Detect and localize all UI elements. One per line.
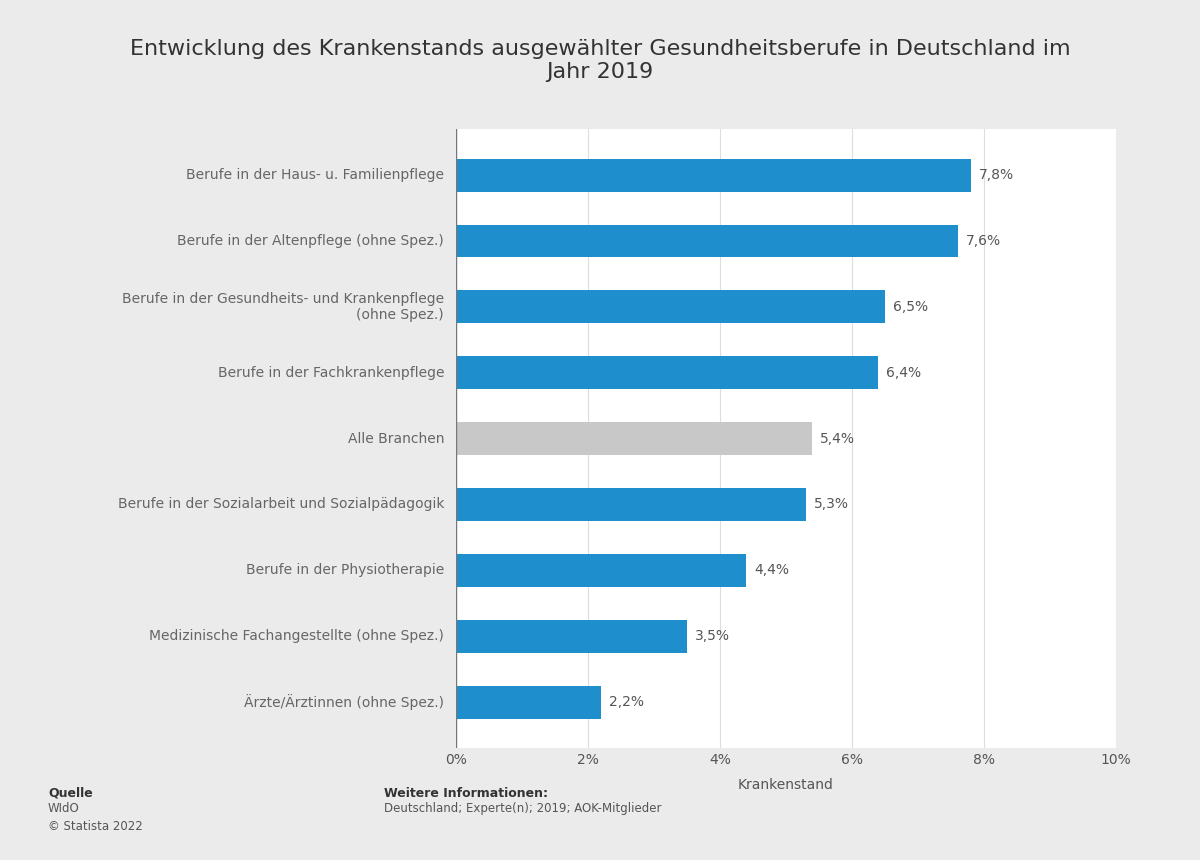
Text: 7,6%: 7,6% bbox=[966, 234, 1001, 248]
Text: Medizinische Fachangestellte (ohne Spez.): Medizinische Fachangestellte (ohne Spez.… bbox=[149, 630, 444, 643]
Bar bbox=[456, 488, 806, 521]
Bar bbox=[456, 224, 958, 257]
Text: Weitere Informationen:: Weitere Informationen: bbox=[384, 787, 548, 800]
Bar bbox=[456, 158, 971, 192]
Text: 2,2%: 2,2% bbox=[610, 695, 644, 709]
Bar bbox=[456, 554, 746, 587]
Text: Berufe in der Altenpflege (ohne Spez.): Berufe in der Altenpflege (ohne Spez.) bbox=[178, 234, 444, 248]
Text: Ärzte/Ärztinnen (ohne Spez.): Ärzte/Ärztinnen (ohne Spez.) bbox=[244, 694, 444, 710]
Text: Alle Branchen: Alle Branchen bbox=[348, 432, 444, 445]
Text: Berufe in der Fachkrankenpflege: Berufe in der Fachkrankenpflege bbox=[217, 366, 444, 380]
Text: Berufe in der Physiotherapie: Berufe in der Physiotherapie bbox=[246, 563, 444, 577]
Bar bbox=[456, 291, 886, 323]
Text: 4,4%: 4,4% bbox=[755, 563, 790, 577]
Text: Berufe in der Haus- u. Familienpflege: Berufe in der Haus- u. Familienpflege bbox=[186, 168, 444, 182]
Text: 6,4%: 6,4% bbox=[887, 366, 922, 380]
Text: 6,5%: 6,5% bbox=[893, 300, 928, 314]
X-axis label: Krankenstand: Krankenstand bbox=[738, 778, 834, 792]
Text: Berufe in der Gesundheits- und Krankenpflege
(ohne Spez.): Berufe in der Gesundheits- und Krankenpf… bbox=[122, 292, 444, 322]
Text: Deutschland; Experte(n); 2019; AOK-Mitglieder: Deutschland; Experte(n); 2019; AOK-Mitgl… bbox=[384, 802, 661, 814]
Bar bbox=[456, 685, 601, 719]
Text: Quelle: Quelle bbox=[48, 787, 92, 800]
Bar bbox=[456, 356, 878, 390]
Text: 7,8%: 7,8% bbox=[979, 168, 1014, 182]
Text: Entwicklung des Krankenstands ausgewählter Gesundheitsberufe in Deutschland im
J: Entwicklung des Krankenstands ausgewählt… bbox=[130, 39, 1070, 82]
Bar bbox=[456, 620, 686, 653]
Bar bbox=[456, 422, 812, 455]
Text: 5,4%: 5,4% bbox=[821, 432, 856, 445]
Text: 3,5%: 3,5% bbox=[695, 630, 730, 643]
Text: WIdO
© Statista 2022: WIdO © Statista 2022 bbox=[48, 802, 143, 832]
Text: Berufe in der Sozialarbeit und Sozialpädagogik: Berufe in der Sozialarbeit und Sozialpäd… bbox=[118, 497, 444, 512]
Text: 5,3%: 5,3% bbox=[814, 497, 848, 512]
